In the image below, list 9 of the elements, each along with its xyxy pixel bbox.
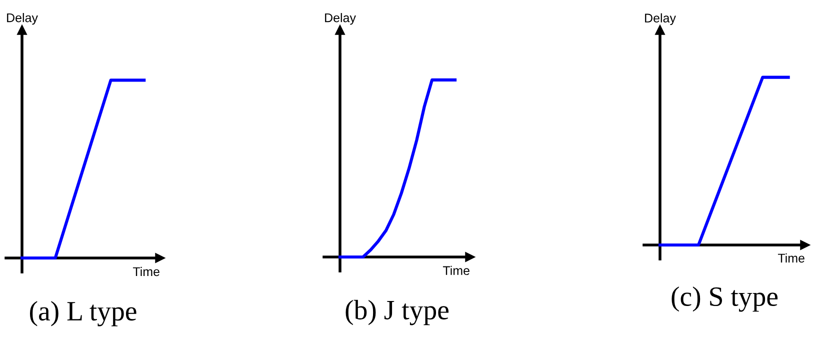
text: (b) J type <box>346 300 448 326</box>
x-axis-title: Time <box>442 266 470 276</box>
text: (a) L type <box>30 301 136 326</box>
y-axis-title: Delay <box>325 13 356 25</box>
x-axis-title: Time <box>778 253 804 263</box>
x-axis-title: Time <box>132 266 160 276</box>
y-axis-title: Delay <box>645 13 676 25</box>
y-axis-title: Delay <box>7 13 38 25</box>
text: (c) S type <box>672 286 778 312</box>
